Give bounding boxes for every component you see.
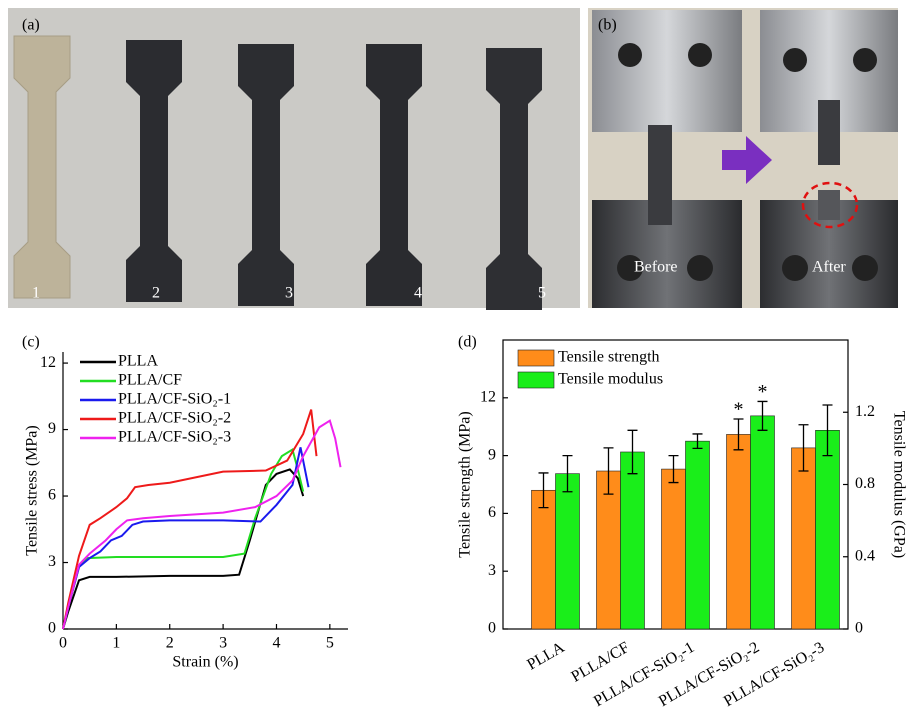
bar (661, 468, 686, 630)
error-bar (822, 404, 833, 457)
y-tick-label: 0 (488, 620, 496, 637)
error-bar (757, 400, 768, 431)
error-bar (562, 454, 573, 493)
y-tick-label: 6 (48, 487, 56, 504)
error-bar (627, 429, 638, 475)
x-axis-label: Strain (%) (172, 654, 238, 671)
panel-label: (a) (22, 17, 40, 34)
panel-label: (b) (598, 17, 617, 34)
panel-label: (d) (458, 334, 477, 351)
y2-tick-label: 0 (855, 620, 863, 637)
bar (531, 489, 556, 630)
x-tick-label: 3 (219, 635, 227, 652)
legend-swatch (517, 349, 555, 367)
x-tick-label: 0 (59, 635, 67, 652)
legend-label: Tensile strength (558, 349, 660, 366)
data-line (62, 409, 318, 630)
sample-label: 1 (32, 285, 40, 302)
bar (750, 415, 775, 630)
bar (620, 451, 645, 630)
data-line (62, 447, 310, 630)
bar (555, 473, 580, 630)
y-tick-label: 12 (40, 354, 56, 371)
legend-swatch (517, 371, 555, 389)
sample-label: 5 (538, 285, 546, 302)
x-tick-label: 2 (166, 635, 174, 652)
y2-axis-label: Tensile modulus (GPa) (890, 411, 906, 558)
error-bar (603, 447, 614, 495)
y-axis-label: Tensile stress (MPa) (24, 425, 41, 555)
bar (685, 440, 710, 630)
error-bar (538, 472, 549, 509)
x-tick-label: 5 (326, 635, 334, 652)
x-tick-label: PLLA (524, 639, 568, 674)
y-tick-label: 12 (480, 388, 496, 405)
y-tick-label: 9 (48, 420, 56, 437)
legend-label: PLLA/CF-SiO₂-2 (118, 410, 231, 427)
sample-label: 2 (152, 285, 160, 302)
error-bar (798, 424, 809, 472)
legend-label: PLLA/CF-SiO₂-3 (118, 429, 231, 446)
photo-b: (b) Before After (588, 8, 898, 308)
sample-label: 3 (285, 285, 293, 302)
photo-caption: After (812, 259, 846, 276)
legend-label: PLLA/CF-SiO₂-1 (118, 391, 231, 408)
y-tick-label: 0 (48, 620, 56, 637)
y-tick-label: 3 (488, 562, 496, 579)
legend-label: Tensile modulus (558, 371, 663, 388)
y2-tick-label: 0.8 (855, 475, 875, 492)
bar (726, 434, 751, 630)
legend-label: PLLA/CF (118, 372, 182, 389)
y-axis-label: Tensile strength (MPa) (457, 411, 474, 557)
data-line (62, 447, 305, 630)
data-line (62, 419, 342, 630)
bar (596, 470, 621, 630)
error-bar (692, 433, 703, 450)
y-tick-label: 9 (488, 446, 496, 463)
y-tick-label: 6 (488, 504, 496, 521)
x-tick-label: 1 (112, 635, 120, 652)
error-bar (733, 418, 744, 451)
error-bar (668, 454, 679, 484)
data-line (62, 468, 305, 630)
panel-label: (c) (22, 334, 40, 351)
y2-tick-label: 1.2 (855, 403, 875, 420)
x-tick-label: 4 (272, 635, 280, 652)
bar (791, 447, 816, 630)
legend-label: PLLA (118, 353, 158, 370)
significance-mark: * (758, 381, 768, 403)
y2-tick-label: 0.4 (855, 547, 875, 564)
sample-label: 4 (414, 285, 422, 302)
y-tick-label: 3 (48, 553, 56, 570)
significance-mark: * (734, 399, 744, 421)
photo-caption: Before (634, 259, 678, 276)
photo-a: (a) 1 2 3 4 5 (8, 8, 580, 310)
bar (815, 430, 840, 630)
